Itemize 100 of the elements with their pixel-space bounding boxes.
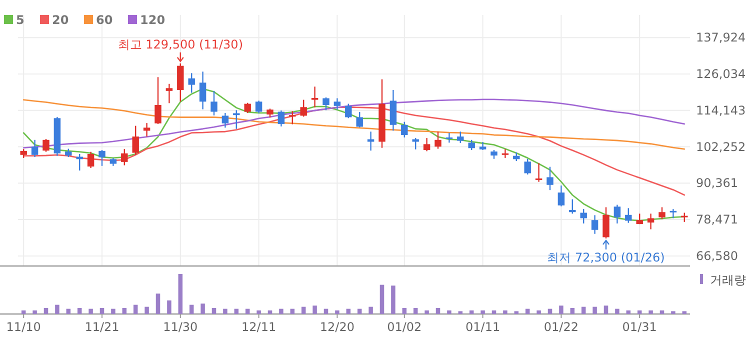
- candlestick: [558, 184, 565, 207]
- candlestick: [31, 139, 38, 158]
- legend-label: 120: [140, 13, 166, 27]
- bar: [212, 308, 216, 314]
- bar: [447, 310, 452, 314]
- candlestick: [502, 148, 509, 159]
- bar: [200, 304, 205, 314]
- bar: [570, 308, 575, 314]
- bar: [626, 310, 631, 314]
- bar: [413, 308, 418, 314]
- bar: [144, 306, 149, 314]
- candlestick: [569, 198, 576, 214]
- candlestick: [356, 111, 363, 128]
- bar: [604, 306, 608, 314]
- candlestick: [210, 90, 218, 116]
- bar: [324, 308, 328, 314]
- candlestick: [647, 213, 654, 230]
- candlestick: [401, 121, 408, 138]
- bar: [234, 308, 239, 314]
- bar: [682, 311, 687, 314]
- y-tick-label: 102,252: [696, 140, 746, 154]
- bar: [133, 304, 138, 314]
- bar: [615, 308, 620, 314]
- bar: [77, 308, 82, 314]
- bar: [492, 310, 496, 314]
- bar: [111, 308, 116, 314]
- candlestick: [188, 72, 195, 94]
- bar: [167, 300, 172, 314]
- bar: [335, 310, 340, 314]
- legend-label: 5: [16, 13, 24, 27]
- candlestick: [199, 71, 206, 110]
- candlestick: [255, 100, 262, 114]
- candlestick: [143, 122, 150, 138]
- candlestick: [300, 99, 307, 118]
- bar: [536, 310, 541, 314]
- bar: [223, 308, 228, 314]
- bar: [256, 310, 261, 314]
- bar: [391, 286, 396, 314]
- y-tick-label: 90,361: [696, 176, 738, 190]
- legend-label: 20: [52, 13, 69, 27]
- candlestick: [322, 96, 330, 111]
- bar: [100, 308, 104, 314]
- candlestick: [244, 102, 251, 114]
- x-tick-label: 11/21: [84, 320, 120, 334]
- bar: [301, 306, 306, 314]
- bar: [503, 310, 508, 314]
- bar: [122, 308, 127, 314]
- candlestick: [423, 137, 430, 152]
- bar: [424, 310, 429, 314]
- y-tick-label: 137,924: [696, 30, 746, 45]
- x-tick-label: 12/11: [242, 320, 276, 334]
- candlestick: [614, 204, 621, 224]
- candlestick: [345, 103, 352, 119]
- bar: [514, 311, 519, 314]
- bar: [648, 310, 653, 314]
- bar: [32, 310, 37, 314]
- bar: [21, 310, 26, 314]
- candlestick: [334, 98, 341, 110]
- candlestick: [580, 208, 587, 224]
- x-tick-label: 11/30: [163, 320, 198, 334]
- y-tick-label: 66,580: [696, 248, 738, 263]
- bar: [245, 308, 250, 314]
- bar: [279, 308, 284, 314]
- bar: [436, 308, 440, 314]
- bar: [312, 306, 317, 314]
- candlestick: [446, 132, 453, 144]
- bar: [178, 274, 183, 314]
- y-tick-label: 114,143: [696, 103, 746, 118]
- candlestick: [132, 125, 139, 156]
- candlestick: [166, 83, 173, 104]
- bar: [88, 308, 93, 314]
- y-tick-label: 78,471: [696, 212, 738, 227]
- bar: [469, 310, 474, 314]
- annotation: 최저 72,300 (01/26): [547, 250, 665, 264]
- candlestick: [222, 112, 229, 128]
- candlestick: [670, 208, 677, 219]
- candlestick: [457, 131, 464, 144]
- candlestick: [658, 206, 666, 220]
- bar: [402, 308, 407, 314]
- bar: [559, 306, 564, 314]
- x-tick-label: 12/20: [320, 320, 354, 334]
- bar: [592, 306, 597, 314]
- candlestick: [602, 206, 610, 240]
- bar: [660, 310, 664, 314]
- bar: [268, 310, 272, 314]
- candlestick: [681, 212, 688, 223]
- bar: [458, 311, 463, 314]
- candlestick: [468, 139, 475, 151]
- candlestick: [311, 86, 318, 108]
- x-tick-label: 01/11: [466, 320, 500, 334]
- candlestick: [76, 153, 83, 172]
- legend-label: 60: [96, 13, 113, 27]
- candlestick: [434, 131, 442, 150]
- candlestick: [524, 158, 531, 176]
- bar: [44, 308, 48, 314]
- x-tick-label: 01/31: [622, 320, 657, 334]
- bar: [380, 284, 384, 314]
- candlestick: [42, 138, 50, 152]
- candlestick: [154, 76, 162, 125]
- bar: [189, 304, 194, 314]
